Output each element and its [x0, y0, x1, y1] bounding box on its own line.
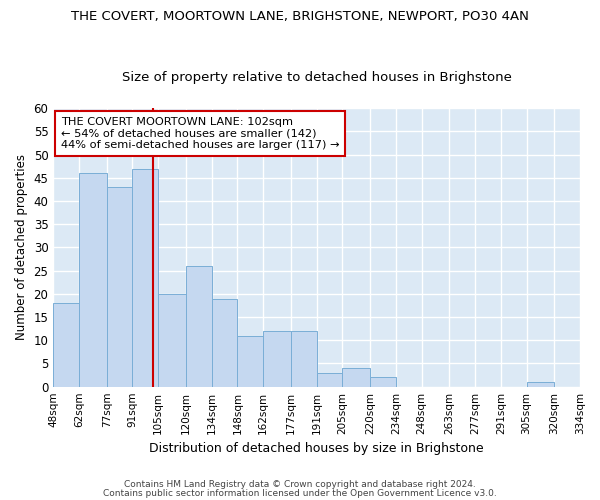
Bar	[158, 294, 186, 386]
Bar	[238, 336, 263, 386]
Title: Size of property relative to detached houses in Brighstone: Size of property relative to detached ho…	[122, 70, 512, 84]
Bar	[133, 168, 158, 386]
Bar	[343, 368, 370, 386]
Text: THE COVERT MOORTOWN LANE: 102sqm
← 54% of detached houses are smaller (142)
44% : THE COVERT MOORTOWN LANE: 102sqm ← 54% o…	[61, 116, 340, 150]
Bar	[107, 187, 133, 386]
Bar	[263, 331, 291, 386]
Y-axis label: Number of detached properties: Number of detached properties	[15, 154, 28, 340]
Bar	[291, 331, 317, 386]
Bar	[79, 173, 107, 386]
Bar	[527, 382, 554, 386]
Bar	[370, 378, 396, 386]
Bar	[212, 298, 238, 386]
Text: Contains HM Land Registry data © Crown copyright and database right 2024.: Contains HM Land Registry data © Crown c…	[124, 480, 476, 489]
Text: Contains public sector information licensed under the Open Government Licence v3: Contains public sector information licen…	[103, 488, 497, 498]
X-axis label: Distribution of detached houses by size in Brighstone: Distribution of detached houses by size …	[149, 442, 484, 455]
Text: THE COVERT, MOORTOWN LANE, BRIGHSTONE, NEWPORT, PO30 4AN: THE COVERT, MOORTOWN LANE, BRIGHSTONE, N…	[71, 10, 529, 23]
Bar	[53, 303, 79, 386]
Bar	[186, 266, 212, 386]
Bar	[317, 373, 343, 386]
